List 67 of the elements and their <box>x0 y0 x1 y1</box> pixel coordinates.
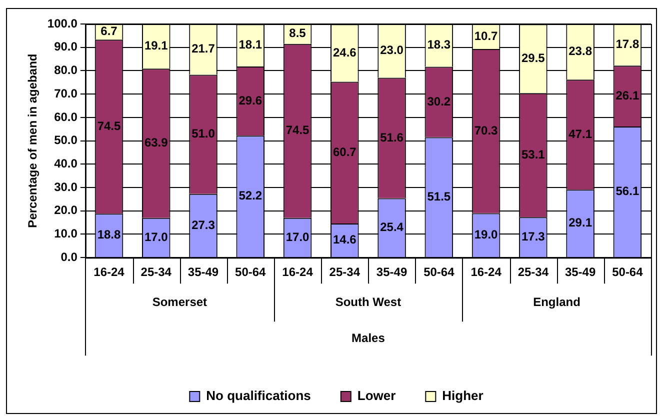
data-label: 18.1 <box>238 38 262 52</box>
data-label: 30.2 <box>427 94 451 108</box>
data-label: 18.3 <box>427 38 451 52</box>
x-tick-label: 25-34 <box>329 265 360 280</box>
legend-label: Lower <box>357 388 396 404</box>
y-tick-label: 0.0 <box>60 250 78 264</box>
data-label: 26.1 <box>616 88 640 102</box>
data-label: 14.6 <box>332 232 357 247</box>
data-label: 6.7 <box>100 24 118 38</box>
data-label: 51.6 <box>380 130 404 144</box>
data-label: 70.3 <box>474 123 498 138</box>
data-label: 17.3 <box>521 229 546 244</box>
data-label: 29.5 <box>521 51 546 65</box>
x-tick-label: 35-49 <box>188 265 219 280</box>
data-label: 18.8 <box>97 228 121 242</box>
data-label: 29.6 <box>238 93 262 108</box>
x-tick-label: 16-24 <box>470 265 502 280</box>
text: England <box>533 294 580 309</box>
data-label: 23.8 <box>568 44 592 58</box>
data-label: 53.1 <box>521 147 546 162</box>
data-label: 74.5 <box>97 118 121 133</box>
y-axis-title: Percentage of men in ageband <box>26 54 40 228</box>
x-tick-label: 35-49 <box>564 265 596 280</box>
y-tick-label: 40.0 <box>54 156 78 170</box>
data-label: 21.7 <box>192 42 216 56</box>
data-label: 52.2 <box>238 188 262 203</box>
text: South West <box>335 294 402 309</box>
y-tick-label: 30.0 <box>54 180 78 194</box>
data-label: 29.1 <box>568 216 592 230</box>
y-tick-label: 100.0 <box>47 16 78 30</box>
text: Somerset <box>152 294 208 309</box>
data-label: 17.8 <box>616 37 640 52</box>
data-label: 47.1 <box>568 126 592 141</box>
y-tick-label: 50.0 <box>54 133 78 148</box>
data-label: 51.0 <box>192 126 216 141</box>
y-tick-label: 80.0 <box>54 63 78 78</box>
y-tick-label: 70.0 <box>54 86 78 100</box>
data-label: 17.0 <box>144 230 168 244</box>
data-label: 19.1 <box>144 38 168 53</box>
data-label: 23.0 <box>380 43 404 58</box>
data-label: 19.0 <box>474 227 498 242</box>
x-tick-label: 35-49 <box>376 265 408 280</box>
data-label: 10.7 <box>474 28 498 43</box>
legend-label: Higher <box>442 388 484 404</box>
data-label: 60.7 <box>332 144 357 159</box>
data-label: 17.0 <box>286 230 310 244</box>
data-label: 24.6 <box>332 45 357 60</box>
x-tick-label: 25-34 <box>140 265 172 280</box>
y-tick-label: 90.0 <box>54 40 78 54</box>
data-label: 8.5 <box>289 26 306 40</box>
x-tick-label: 25-34 <box>518 265 549 280</box>
x-tick-label: 50-64 <box>235 265 266 280</box>
data-label: 27.3 <box>192 218 216 232</box>
x-tick-label: 16-24 <box>94 265 125 280</box>
y-tick-label: 10.0 <box>54 226 78 241</box>
data-label: 74.5 <box>286 123 310 138</box>
x-tick-label: 16-24 <box>282 265 314 280</box>
x-axis-title: Males <box>352 330 386 345</box>
data-label: 63.9 <box>144 136 168 150</box>
data-label: 51.5 <box>427 190 451 204</box>
y-tick-label: 60.0 <box>54 110 78 124</box>
data-label: 25.4 <box>380 220 404 234</box>
x-tick-label: 50-64 <box>612 265 644 280</box>
x-tick-label: 50-64 <box>424 265 455 280</box>
y-tick-label: 20.0 <box>54 203 78 218</box>
data-label: 56.1 <box>616 184 640 198</box>
legend-label: No qualifications <box>206 388 311 404</box>
